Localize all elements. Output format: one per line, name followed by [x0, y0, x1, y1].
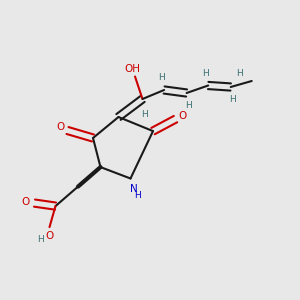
Text: H: H — [158, 74, 164, 82]
Text: O: O — [45, 231, 54, 241]
Text: O: O — [21, 196, 30, 207]
Text: H: H — [37, 235, 44, 244]
Text: H: H — [185, 100, 191, 109]
Text: O: O — [57, 122, 65, 132]
Text: H: H — [202, 69, 208, 78]
Text: H: H — [236, 69, 243, 78]
Text: H: H — [229, 94, 236, 103]
Text: O: O — [178, 111, 186, 121]
Text: H: H — [142, 110, 148, 118]
Text: N: N — [130, 184, 137, 194]
Text: H: H — [134, 191, 140, 200]
Text: OH: OH — [124, 64, 140, 74]
